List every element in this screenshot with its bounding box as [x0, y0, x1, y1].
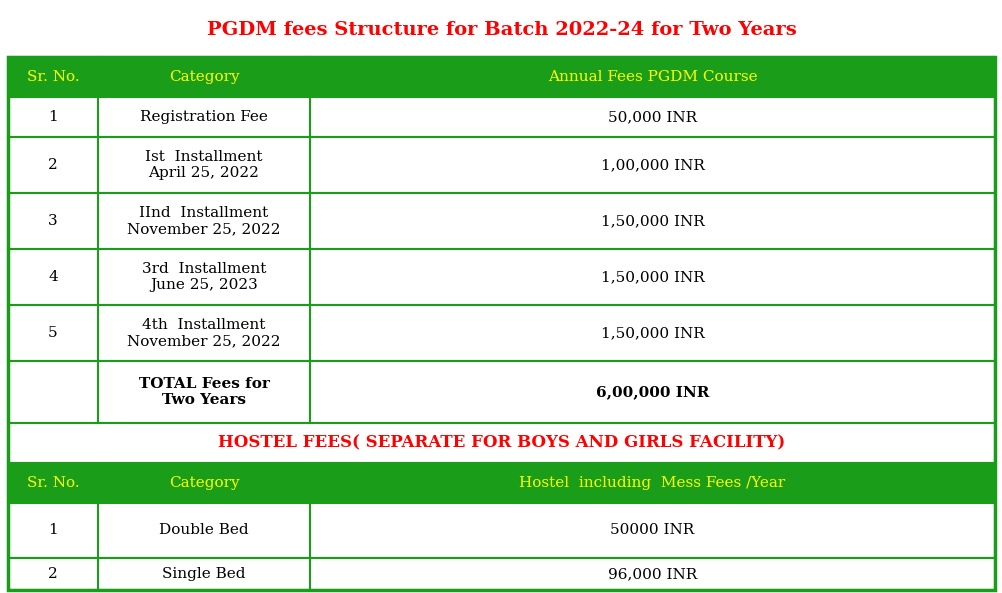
- Text: Double Bed: Double Bed: [159, 524, 248, 537]
- Bar: [8, 305, 994, 361]
- Text: 1,50,000 INR: 1,50,000 INR: [600, 270, 703, 284]
- Bar: [8, 57, 994, 590]
- Text: Category: Category: [168, 70, 239, 84]
- Text: Registration Fee: Registration Fee: [140, 110, 268, 124]
- Text: 2: 2: [48, 567, 58, 581]
- Text: 5: 5: [48, 326, 58, 340]
- Bar: [8, 503, 994, 558]
- Text: 1,50,000 INR: 1,50,000 INR: [600, 326, 703, 340]
- Text: 1,00,000 INR: 1,00,000 INR: [600, 158, 703, 172]
- Bar: [8, 249, 994, 305]
- Text: HOSTEL FEES( SEPARATE FOR BOYS AND GIRLS FACILITY): HOSTEL FEES( SEPARATE FOR BOYS AND GIRLS…: [217, 435, 785, 451]
- Text: TOTAL Fees for
Two Years: TOTAL Fees for Two Years: [138, 377, 270, 407]
- Bar: [8, 57, 994, 97]
- Bar: [8, 423, 994, 463]
- Text: 6,00,000 INR: 6,00,000 INR: [595, 385, 708, 399]
- Text: Annual Fees PGDM Course: Annual Fees PGDM Course: [547, 70, 757, 84]
- Text: 1,50,000 INR: 1,50,000 INR: [600, 214, 703, 228]
- Bar: [8, 97, 994, 137]
- Bar: [8, 137, 994, 193]
- Text: Single Bed: Single Bed: [162, 567, 245, 581]
- Text: 4th  Installment
November 25, 2022: 4th Installment November 25, 2022: [127, 318, 281, 348]
- Text: Sr. No.: Sr. No.: [27, 70, 79, 84]
- Text: Category: Category: [168, 476, 239, 490]
- Text: 3: 3: [48, 214, 58, 228]
- Text: 2: 2: [48, 158, 58, 172]
- Text: Hostel  including  Mess Fees /Year: Hostel including Mess Fees /Year: [519, 476, 785, 490]
- Bar: [8, 463, 994, 503]
- Text: 4: 4: [48, 270, 58, 284]
- Text: PGDM fees Structure for Batch 2022-24 for Two Years: PGDM fees Structure for Batch 2022-24 fo…: [206, 21, 796, 39]
- Bar: [8, 361, 994, 423]
- Text: Ist  Installment
April 25, 2022: Ist Installment April 25, 2022: [145, 150, 263, 180]
- Text: 1: 1: [48, 524, 58, 537]
- Text: 3rd  Installment
June 25, 2023: 3rd Installment June 25, 2023: [141, 262, 266, 292]
- Bar: [8, 558, 994, 590]
- Text: 50,000 INR: 50,000 INR: [607, 110, 696, 124]
- Bar: [8, 193, 994, 249]
- Text: Sr. No.: Sr. No.: [27, 476, 79, 490]
- Text: 96,000 INR: 96,000 INR: [607, 567, 696, 581]
- Text: 1: 1: [48, 110, 58, 124]
- Text: 50000 INR: 50000 INR: [610, 524, 694, 537]
- Text: IInd  Installment
November 25, 2022: IInd Installment November 25, 2022: [127, 206, 281, 236]
